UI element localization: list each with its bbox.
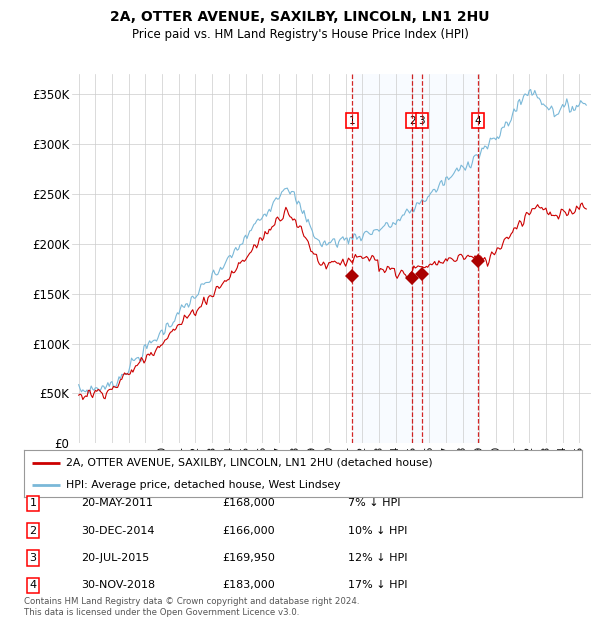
Text: 12% ↓ HPI: 12% ↓ HPI — [348, 553, 407, 563]
Text: 2: 2 — [29, 526, 37, 536]
Text: Price paid vs. HM Land Registry's House Price Index (HPI): Price paid vs. HM Land Registry's House … — [131, 28, 469, 41]
Text: £183,000: £183,000 — [222, 580, 275, 590]
Text: 17% ↓ HPI: 17% ↓ HPI — [348, 580, 407, 590]
Bar — [422, 74, 478, 443]
Text: 3: 3 — [418, 115, 425, 125]
Text: 7% ↓ HPI: 7% ↓ HPI — [348, 498, 401, 508]
Text: Contains HM Land Registry data © Crown copyright and database right 2024.
This d: Contains HM Land Registry data © Crown c… — [24, 598, 359, 617]
Text: £166,000: £166,000 — [222, 526, 275, 536]
Text: 10% ↓ HPI: 10% ↓ HPI — [348, 526, 407, 536]
Text: £169,950: £169,950 — [222, 553, 275, 563]
Text: 20-JUL-2015: 20-JUL-2015 — [81, 553, 149, 563]
Bar — [412, 74, 422, 443]
Text: HPI: Average price, detached house, West Lindsey: HPI: Average price, detached house, West… — [66, 479, 340, 490]
Text: 3: 3 — [29, 553, 37, 563]
Text: 30-DEC-2014: 30-DEC-2014 — [81, 526, 155, 536]
Text: 4: 4 — [29, 580, 37, 590]
Bar — [352, 74, 412, 443]
Text: 30-NOV-2018: 30-NOV-2018 — [81, 580, 155, 590]
Text: 4: 4 — [475, 115, 481, 125]
Text: 2A, OTTER AVENUE, SAXILBY, LINCOLN, LN1 2HU: 2A, OTTER AVENUE, SAXILBY, LINCOLN, LN1 … — [110, 10, 490, 24]
Text: £168,000: £168,000 — [222, 498, 275, 508]
Text: 2: 2 — [409, 115, 416, 125]
Text: 1: 1 — [29, 498, 37, 508]
Text: 20-MAY-2011: 20-MAY-2011 — [81, 498, 153, 508]
Text: 1: 1 — [349, 115, 355, 125]
Text: 2A, OTTER AVENUE, SAXILBY, LINCOLN, LN1 2HU (detached house): 2A, OTTER AVENUE, SAXILBY, LINCOLN, LN1 … — [66, 458, 433, 468]
